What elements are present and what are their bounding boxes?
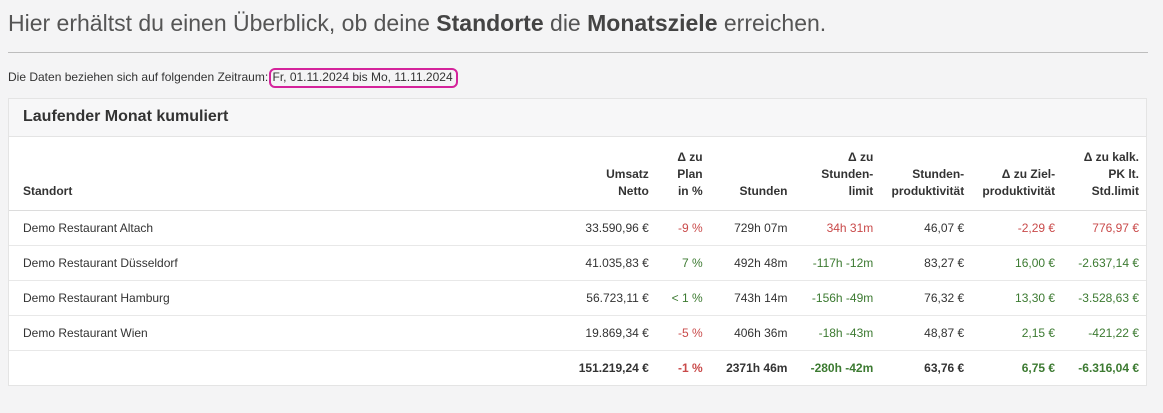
cell-pk: 776,97 € (1062, 210, 1146, 246)
cell-stunden: 743h 14m (709, 280, 795, 316)
cell-plan: 7 % (655, 245, 710, 281)
cell-produktivitaet: 48,87 € (880, 315, 972, 351)
cell-total-label (9, 350, 474, 386)
cell-zielproduktivitaet: 16,00 € (971, 245, 1063, 281)
table-row[interactable]: Demo Restaurant Altach 33.590,96 € -9 % … (9, 210, 1146, 246)
cell-total-stundenlimit: -280h -42m (810, 361, 874, 376)
cell-standort: Demo Restaurant Hamburg (9, 280, 474, 316)
period-label: Die Daten beziehen sich auf folgenden Ze… (8, 70, 272, 84)
cell-stundenlimit: -18h -43m (794, 315, 881, 351)
cell-umsatz: 56.723,11 € (473, 280, 656, 316)
cell-total-umsatz: 151.219,24 € (578, 361, 649, 376)
page-headline: Hier erhältst du einen Überblick, ob dei… (8, 10, 826, 37)
locations-table: Standort Umsatz Netto Δ zu Plan in % Stunde… (9, 137, 1146, 386)
col-header-standort[interactable]: Standort (9, 137, 474, 211)
cell-stunden: 406h 36m (709, 315, 795, 351)
cell-plan: < 1 % (655, 280, 710, 316)
col-header-umsatz[interactable]: Umsatz Netto (473, 137, 656, 211)
col-header-line: Δ zu kalk. (1083, 149, 1139, 164)
summary-card: Laufender Monat kumuliert Standort Umsat… (8, 98, 1147, 386)
col-header-line: Stunden- (912, 166, 965, 181)
table-total-row: 151.219,24 € -1 % 2371h 46m -280h -42m 6… (9, 350, 1146, 386)
cell-plan: -5 % (655, 315, 710, 351)
cell-total-stunden: 2371h 46m (726, 361, 788, 376)
cell-zielproduktivitaet: -2,29 € (971, 210, 1063, 246)
col-header-plan[interactable]: Δ zu Plan in % (655, 137, 710, 211)
cell-produktivitaet: 46,07 € (880, 210, 972, 246)
divider (8, 52, 1148, 53)
cell-zielproduktivitaet: 2,15 € (971, 315, 1063, 351)
cell-produktivitaet: 76,32 € (880, 280, 972, 316)
card-title: Laufender Monat kumuliert (9, 99, 1146, 137)
col-header-line: in % (677, 183, 703, 198)
col-header-stundenlimit[interactable]: Δ zu Stunden-limit (794, 137, 881, 211)
col-header-line: Plan (677, 166, 703, 181)
col-header-line: Netto (618, 183, 649, 198)
col-header-line: PK lt. (1108, 166, 1139, 181)
cell-standort: Demo Restaurant Wien (9, 315, 474, 351)
cell-umsatz: 19.869,34 € (473, 315, 656, 351)
cell-total-plan: -1 % (677, 361, 703, 376)
cell-total-zielproduktivitaet: 6,75 € (1021, 361, 1056, 376)
col-header-line: Stunden (739, 183, 788, 198)
table-header-row: Standort Umsatz Netto Δ zu Plan in % Stunde… (9, 137, 1146, 211)
col-header-line: Δ zu (677, 149, 703, 164)
col-header-line: Std.limit (1091, 183, 1139, 198)
cell-pk: -3.528,63 € (1062, 280, 1146, 316)
col-header-zielproduktivitaet[interactable]: Δ zu Ziel-produktivität (971, 137, 1063, 211)
cell-umsatz: 33.590,96 € (473, 210, 656, 246)
cell-stundenlimit: 34h 31m (794, 210, 881, 246)
table-row[interactable]: Demo Restaurant Hamburg 56.723,11 € < 1 … (9, 280, 1146, 316)
cell-umsatz: 41.035,83 € (473, 245, 656, 281)
cell-zielproduktivitaet: 13,30 € (971, 280, 1063, 316)
cell-produktivitaet: 83,27 € (880, 245, 972, 281)
col-header-line: Δ zu Ziel- (1001, 166, 1056, 181)
cell-stundenlimit: -156h -49m (794, 280, 881, 316)
col-header-pk[interactable]: Δ zu kalk. PK lt. Std.limit (1062, 137, 1146, 211)
col-header-line: produktivität (891, 183, 965, 198)
cell-total-pk: -6.316,04 € (1078, 361, 1139, 376)
col-header-line: Standort (23, 183, 73, 198)
cell-stundenlimit: -117h -12m (794, 245, 881, 281)
cell-standort: Demo Restaurant Altach (9, 210, 474, 246)
col-header-line: Umsatz (606, 166, 649, 181)
col-header-line: produktivität (982, 183, 1056, 198)
period-info: Die Daten beziehen sich auf folgenden Ze… (8, 68, 458, 88)
cell-stunden: 492h 48m (709, 245, 795, 281)
cell-total-produktivitaet: 63,76 € (924, 361, 965, 376)
col-header-line: Stunden- (821, 166, 874, 181)
col-header-produktivitaet[interactable]: Stunden-produktivität (880, 137, 972, 211)
headline-text-3: erreichen. (717, 10, 827, 36)
headline-bold-standorte: Standorte (436, 10, 544, 36)
headline-text-1: Hier erhältst du einen Überblick, ob dei… (8, 10, 437, 36)
col-header-line: limit (848, 183, 874, 198)
cell-plan: -9 % (655, 210, 710, 246)
col-header-stunden[interactable]: Stunden (709, 137, 795, 211)
cell-pk: -421,22 € (1062, 315, 1146, 351)
table-row[interactable]: Demo Restaurant Wien 19.869,34 € -5 % 40… (9, 315, 1146, 351)
period-range-highlight: Fr, 01.11.2024 bis Mo, 11.11.2024 (268, 68, 458, 88)
cell-standort: Demo Restaurant Düsseldorf (9, 245, 474, 281)
cell-stunden: 729h 07m (709, 210, 795, 246)
table-row[interactable]: Demo Restaurant Düsseldorf 41.035,83 € 7… (9, 245, 1146, 281)
headline-bold-monatsziele: Monatsziele (587, 10, 718, 36)
cell-pk: -2.637,14 € (1062, 245, 1146, 281)
headline-text-2: die (543, 10, 588, 36)
col-header-line: Δ zu (847, 149, 874, 164)
